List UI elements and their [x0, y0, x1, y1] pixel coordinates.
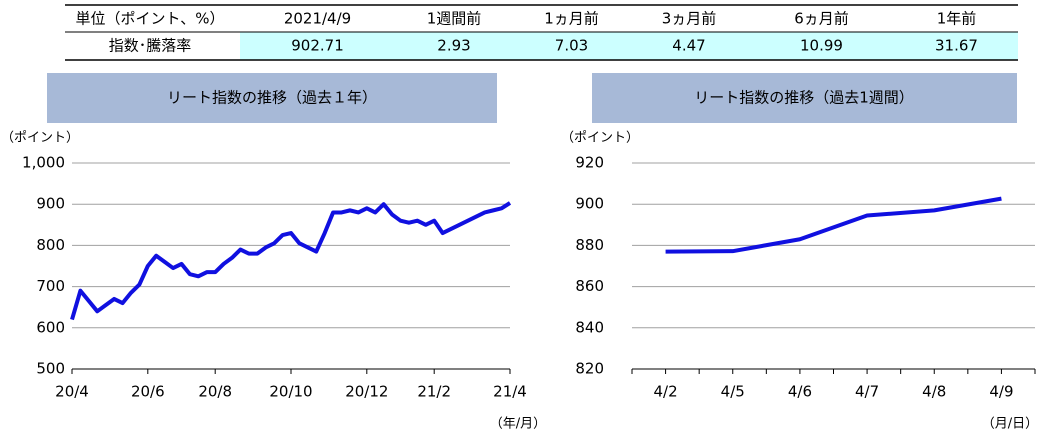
x-axis-label: （年/月） — [490, 417, 546, 432]
table-cell: 31.67 — [935, 37, 978, 55]
y-axis-label: （ポイント） — [1, 131, 79, 146]
x-tick-label: 20/12 — [345, 383, 388, 401]
table-cell: 4.47 — [672, 37, 705, 55]
table-header: 単位（ポイント、%） — [76, 10, 225, 28]
x-tick-label: 21/2 — [417, 383, 451, 401]
title-box — [47, 73, 497, 123]
y-tick-label: 800 — [36, 236, 65, 254]
x-axis-label: （月/日） — [982, 417, 1038, 432]
x-tick-label: 20/10 — [269, 383, 312, 401]
table-cell: 10.99 — [800, 37, 843, 55]
y-tick-label: 1,000 — [22, 154, 65, 172]
y-tick-label: 900 — [575, 195, 604, 213]
y-tick-label: 860 — [575, 277, 604, 295]
table-cell: 7.03 — [555, 37, 588, 55]
x-tick-label: 4/7 — [855, 383, 879, 401]
y-tick-label: 920 — [575, 154, 604, 172]
table-header: 1年前 — [937, 10, 977, 28]
chart-title: リート指数の推移（過去1週間） — [694, 89, 914, 107]
table-header: 6ヵ月前 — [794, 10, 849, 28]
x-tick-label: 20/6 — [131, 383, 165, 401]
y-tick-label: 840 — [575, 318, 604, 336]
table-header: 1週間前 — [427, 10, 482, 28]
table-cell: 2.93 — [437, 37, 470, 55]
x-tick-label: 4/9 — [989, 383, 1013, 401]
cell-bg — [895, 32, 1018, 60]
table-cell: 指数･騰落率 — [109, 37, 192, 55]
x-tick-label: 20/4 — [55, 383, 89, 401]
y-tick-label: 600 — [36, 318, 65, 336]
y-tick-label: 820 — [575, 360, 604, 378]
x-tick-label: 20/8 — [198, 383, 232, 401]
table-cell: 902.71 — [291, 37, 344, 55]
y-tick-label: 500 — [36, 360, 65, 378]
data-line — [665, 196, 1002, 254]
cell-bg — [240, 32, 395, 60]
y-tick-label: 700 — [36, 277, 65, 295]
x-tick-label: 4/6 — [788, 383, 812, 401]
x-tick-label: 4/5 — [721, 383, 745, 401]
x-tick-label: 4/8 — [922, 383, 946, 401]
title-box — [592, 73, 1017, 123]
y-tick-label: 880 — [575, 236, 604, 254]
cell-bg — [748, 32, 895, 60]
y-tick-label: 900 — [36, 195, 65, 213]
chart-title: リート指数の推移（過去１年） — [167, 89, 377, 107]
cell-bg — [630, 32, 748, 60]
cell-bg — [513, 32, 630, 60]
cell-bg — [395, 32, 513, 60]
x-tick-label: 4/2 — [654, 383, 678, 401]
table-header: 2021/4/9 — [284, 10, 351, 28]
x-tick-label: 21/4 — [493, 383, 527, 401]
y-axis-label: （ポイント） — [561, 131, 639, 146]
table-header: 1ヵ月前 — [544, 10, 599, 28]
data-line — [70, 201, 512, 321]
table-header: 3ヵ月前 — [662, 10, 717, 28]
